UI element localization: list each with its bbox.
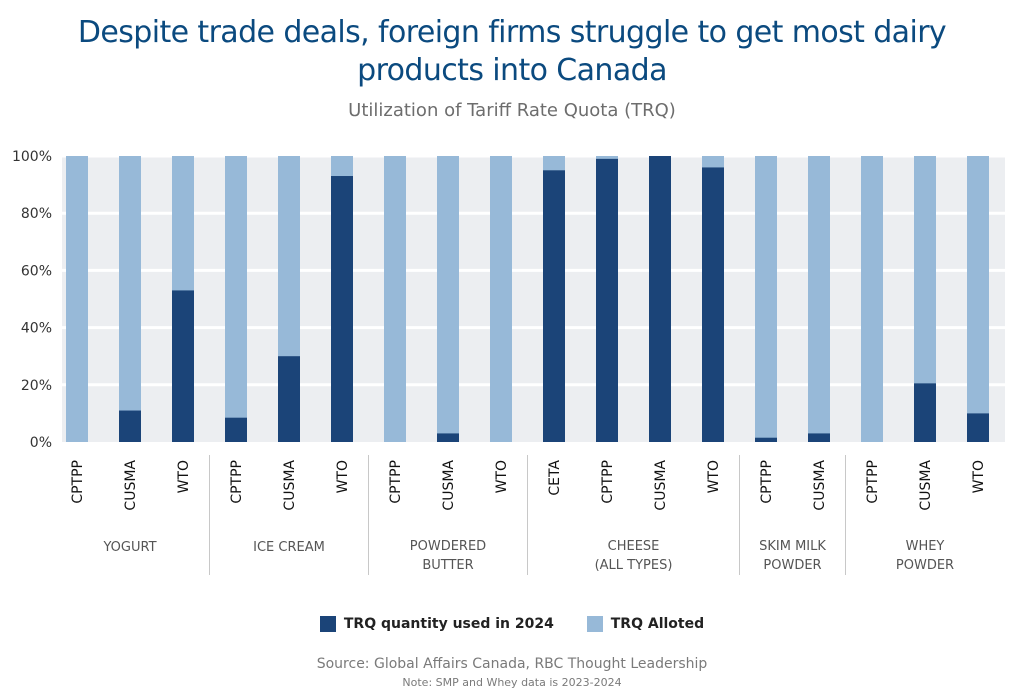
x-tick-label: CPTPP (865, 460, 881, 504)
x-tick-label: WTO (335, 460, 351, 493)
x-tick-label: CUSMA (441, 460, 457, 511)
x-tick-label: CUSMA (123, 460, 139, 511)
x-tick-label: WTO (706, 460, 722, 493)
y-tick-label: 40% (21, 321, 52, 337)
bar-used (808, 433, 830, 442)
plot-area: 0% 20% 40% 60% 80% 100% CPTPP CUSMA WTO CPTPP CUSM… (12, 149, 1005, 575)
bar-alloted (66, 156, 88, 442)
bar-alloted (225, 156, 247, 442)
x-tick-label: CETA (547, 460, 563, 496)
chart-title-line-2: products into Canada (357, 53, 667, 88)
chart-legend: TRQ quantity used in 2024 TRQ Alloted (0, 616, 1024, 636)
bar-alloted (490, 156, 512, 442)
group-label: WHEY (906, 539, 945, 554)
bar-used (649, 156, 671, 442)
x-tick-label: CPTPP (600, 460, 616, 504)
x-tick-label: CPTPP (229, 460, 245, 504)
group-label: POWDER (763, 558, 821, 573)
group-label: BUTTER (422, 558, 473, 573)
bar-used (755, 437, 777, 442)
x-tick-label: WTO (494, 460, 510, 493)
chart-note: Note: SMP and Whey data is 2023-2024 (402, 676, 622, 689)
y-tick-label: 0% (30, 435, 52, 451)
group-label: YOGURT (102, 540, 156, 555)
x-tick-label: CUSMA (653, 460, 669, 511)
y-tick-label: 60% (21, 263, 52, 279)
chart-source: Source: Global Affairs Canada, RBC Thoug… (316, 656, 708, 672)
y-tick-label: 100% (12, 149, 52, 165)
x-tick-label: CUSMA (918, 460, 934, 511)
bar-used (172, 290, 194, 442)
x-tick-label: WTO (971, 460, 987, 493)
y-tick-label: 80% (21, 206, 52, 222)
x-tick-label: CUSMA (812, 460, 828, 511)
bar-used (278, 356, 300, 442)
group-label: POWDERED (410, 539, 486, 554)
bar-alloted (384, 156, 406, 442)
group-label: CHEESE (608, 539, 660, 554)
bar-alloted (967, 156, 989, 442)
bar-used (543, 170, 565, 443)
plot-background (62, 156, 1005, 442)
bar-alloted (861, 156, 883, 442)
group-label: POWDER (896, 558, 954, 573)
group-label: SKIM MILK (759, 539, 826, 554)
bar-alloted (914, 156, 936, 442)
legend-swatch-used (319, 616, 336, 632)
bar-used (331, 176, 353, 442)
bar-used (437, 433, 459, 442)
bar-alloted (808, 156, 830, 442)
bar-used (596, 158, 618, 443)
group-label: ICE CREAM (253, 540, 325, 555)
bar-used (914, 383, 936, 442)
x-tick-label: CPTPP (388, 460, 404, 504)
x-tick-label: WTO (176, 460, 192, 493)
bar-alloted (755, 156, 777, 442)
bar-alloted (437, 156, 459, 442)
chart-title: Despite trade deals, foreign firms strug… (0, 14, 1024, 90)
legend-item-alloted: TRQ Alloted (586, 616, 705, 632)
legend-label-used: TRQ quantity used in 2024 (343, 616, 554, 632)
chart-subtitle: Utilization of Tariff Rate Quota (TRQ) (348, 100, 676, 121)
group-label: (ALL TYPES) (595, 558, 673, 573)
legend-label-alloted: TRQ Alloted (610, 616, 705, 632)
stacked-bar-chart: 0% 20% 40% 60% 80% 100% CPTPP CUSMA WTO CPTPP CUSM… (12, 149, 1005, 575)
bar-used (225, 417, 247, 442)
bar-used (119, 410, 141, 442)
bar-used (702, 167, 724, 442)
y-tick-label: 20% (21, 378, 52, 394)
legend-swatch-alloted (586, 616, 603, 632)
x-tick-label: CUSMA (282, 460, 298, 511)
x-tick-label: CPTPP (759, 460, 775, 504)
bar-alloted (119, 156, 141, 442)
legend-item-used: TRQ quantity used in 2024 (319, 616, 554, 632)
x-tick-label: CPTPP (70, 460, 86, 504)
chart-title-line-1: Despite trade deals, foreign firms strug… (77, 15, 947, 50)
bar-used (967, 413, 989, 442)
